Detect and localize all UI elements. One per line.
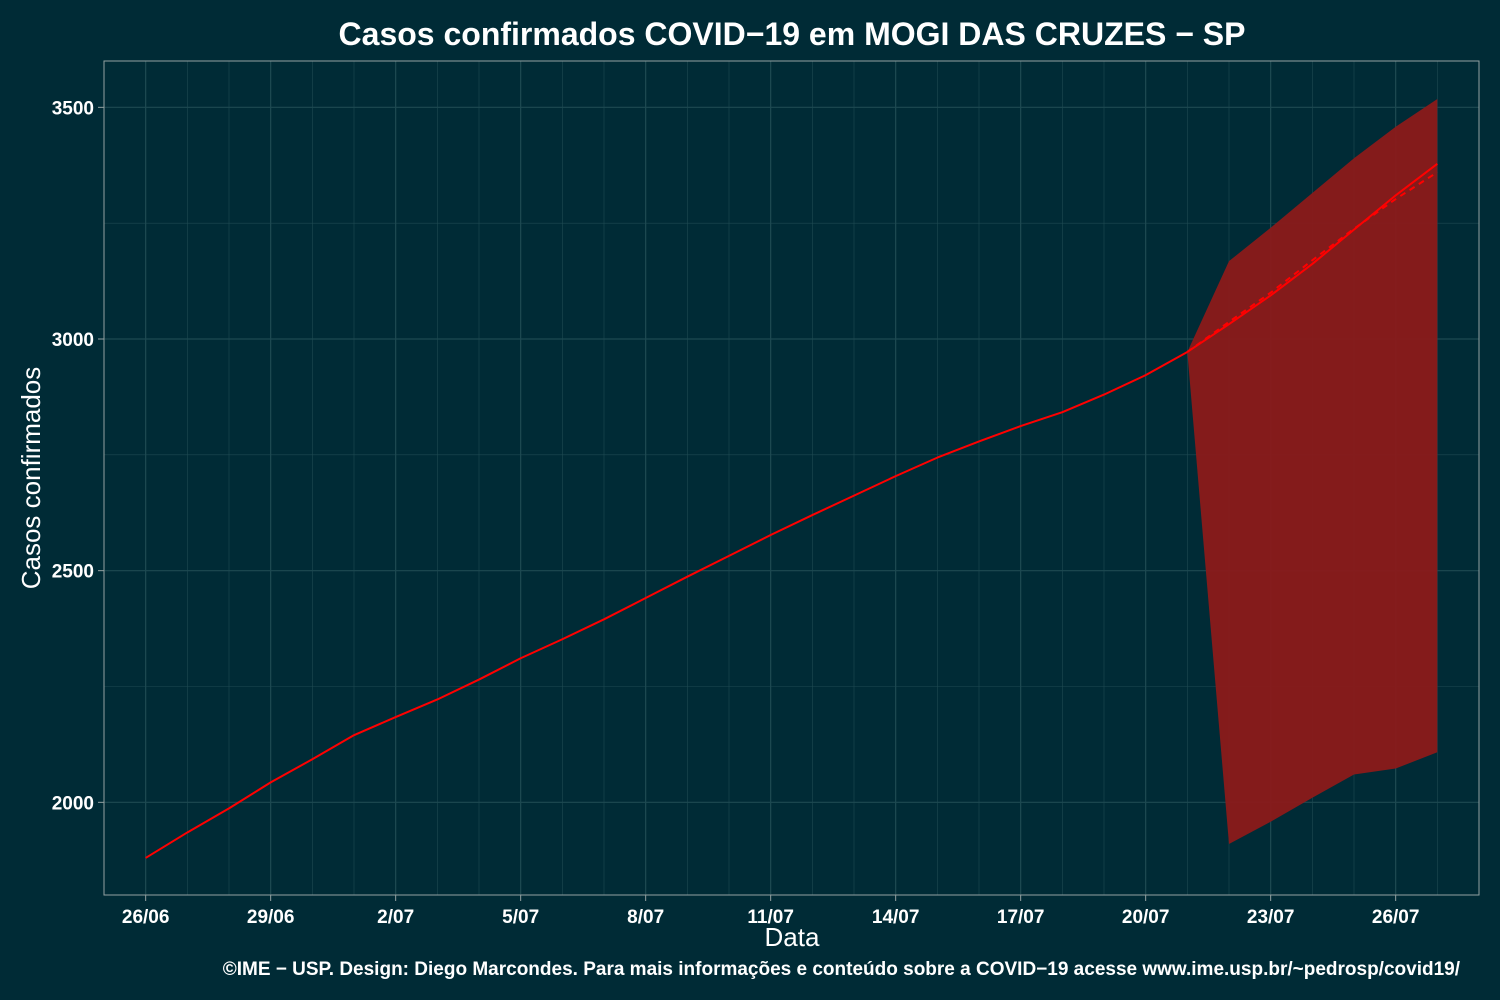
y-tick-label: 3500: [52, 98, 94, 119]
y-axis-title: Casos confirmados: [16, 367, 46, 590]
x-tick-label: 5/07: [502, 907, 539, 928]
y-tick-label: 3000: [52, 330, 94, 351]
x-tick-label: 17/07: [997, 907, 1045, 928]
x-tick-label: 11/07: [747, 907, 794, 928]
x-tick-label: 29/06: [247, 907, 295, 928]
y-axis-ticks: 2000 2500 3000 3500: [52, 98, 104, 814]
chart-title: Casos confirmados COVID−19 em MOGI DAS C…: [339, 16, 1246, 52]
x-tick-label: 8/07: [627, 907, 664, 928]
x-tick-label: 20/07: [1122, 907, 1170, 928]
plot-panel-border: [103, 60, 1480, 896]
series-lines: [145, 163, 1438, 859]
predicted-line: [1186, 163, 1438, 353]
y-tick-label: 2500: [52, 562, 94, 583]
prediction-band: [1187, 98, 1438, 845]
x-axis-title: Data: [765, 922, 820, 952]
x-tick-label: 26/06: [122, 907, 170, 928]
x-tick-label: 26/07: [1372, 907, 1420, 928]
observed-line: [145, 351, 1188, 859]
y-tick-label: 2000: [52, 793, 94, 814]
prediction-band-group: [1187, 98, 1438, 845]
x-tick-label: 23/07: [1247, 907, 1295, 928]
x-axis-ticks: 26/06 29/06 2/07 5/07 8/07 11/07 14/07 17/07 20/…: [122, 895, 1420, 928]
x-tick-label: 2/07: [377, 907, 414, 928]
x-tick-label: 14/07: [872, 907, 920, 928]
caption: ©IME − USP. Design: Diego Marcondes. Par…: [223, 959, 1461, 980]
predicted-dashed-line: [1186, 171, 1438, 353]
